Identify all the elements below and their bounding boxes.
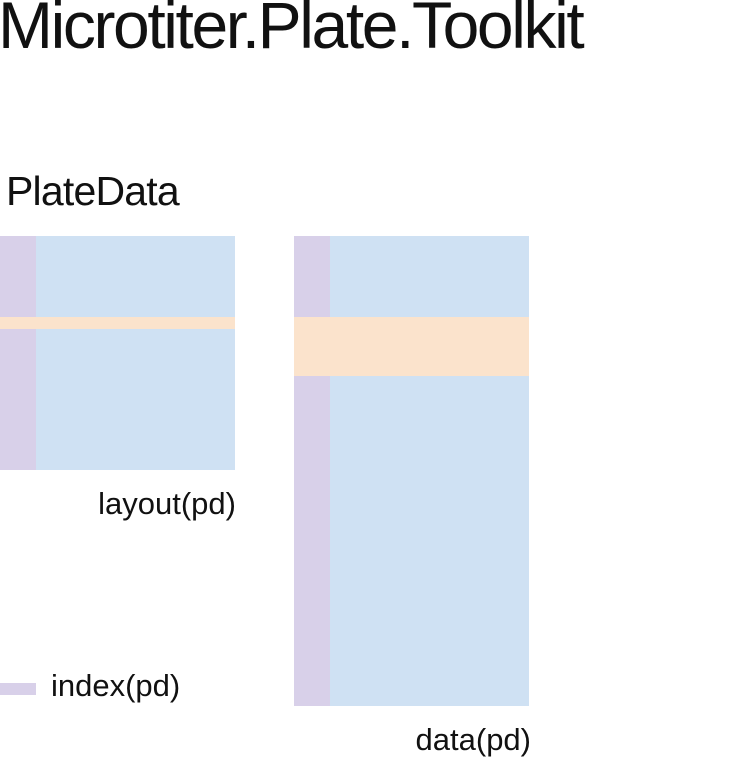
page-title: Microtiter.Plate.Toolkit	[0, 0, 585, 62]
data-row-highlight	[294, 317, 529, 376]
layout-cells	[0, 236, 235, 470]
layout-block	[0, 236, 235, 470]
section-title: PlateData	[6, 168, 180, 214]
data-cells	[294, 236, 529, 706]
legend-index-label: index(pd)	[51, 668, 181, 703]
data-caption: data(pd)	[415, 722, 531, 757]
layout-index-column	[0, 236, 36, 470]
legend-index-swatch	[0, 683, 36, 695]
data-index-column	[294, 236, 330, 706]
data-block	[294, 236, 529, 706]
layout-caption: layout(pd)	[98, 486, 236, 521]
layout-row-highlight	[0, 317, 235, 329]
